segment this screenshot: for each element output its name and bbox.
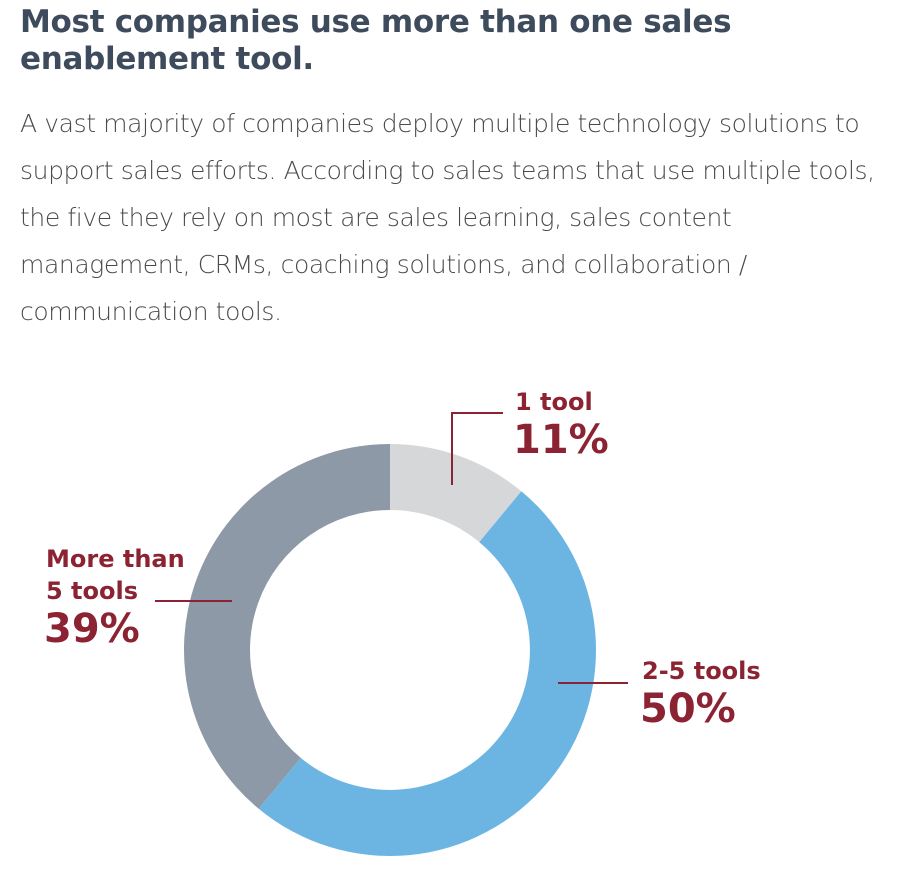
leader-line-0 <box>451 412 503 485</box>
page-title: Most companies use more than one sales e… <box>20 4 732 77</box>
description: A vast majority of companies deploy mult… <box>20 109 875 326</box>
slice-value-label-1: 50% <box>640 686 736 732</box>
slice-label-2: More than <box>46 545 185 573</box>
slice-value-label-2: 39% <box>44 606 140 652</box>
slice-label-2: 5 tools <box>46 577 138 605</box>
donut-slice-0 <box>390 444 522 543</box>
donut-slice-2 <box>183 444 390 809</box>
slice-label-1: 2-5 tools <box>642 657 761 685</box>
donut-slice-1 <box>258 491 596 856</box>
slice-value-label-0: 11% <box>513 417 609 463</box>
slice-label-0: 1 tool <box>515 388 593 416</box>
